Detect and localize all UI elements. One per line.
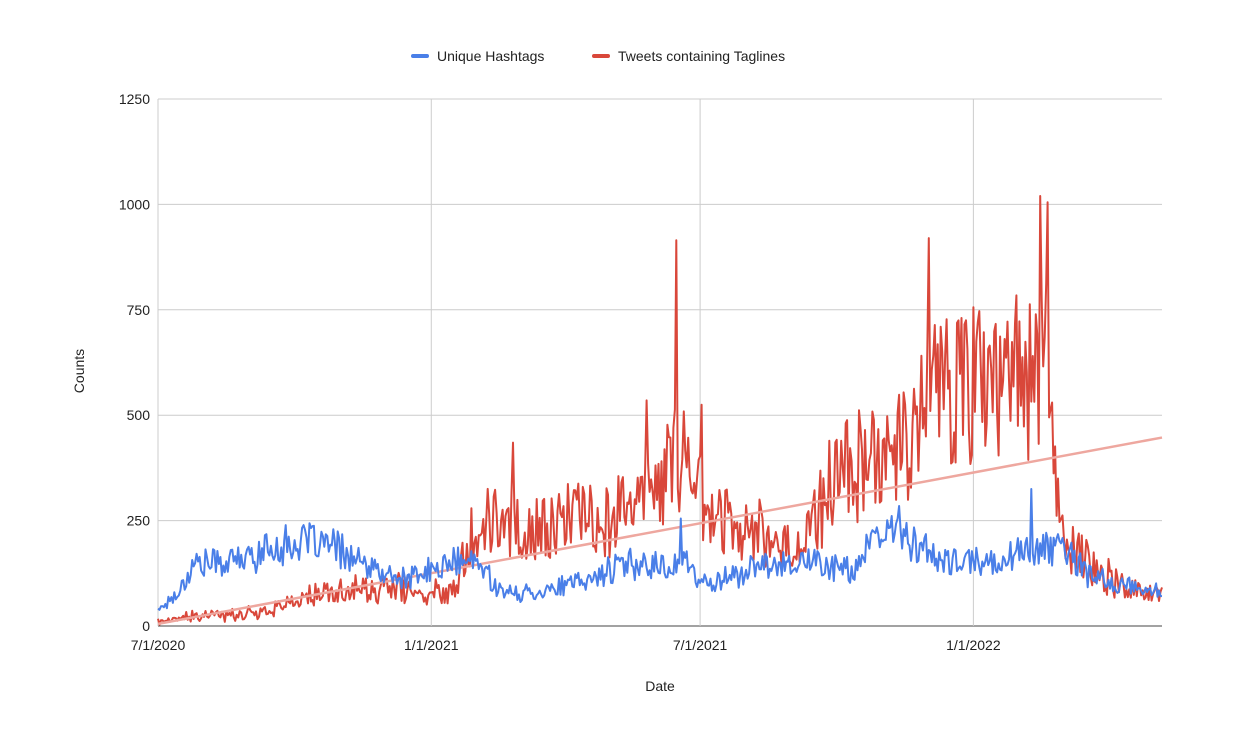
series-line-tweets-containing-taglines xyxy=(157,195,1163,626)
legend-swatch-unique-hashtags xyxy=(411,54,429,58)
series-line-unique-hashtags xyxy=(157,488,1163,611)
x-axis-title: Date xyxy=(645,678,675,694)
gridlines xyxy=(157,98,1162,627)
y-tick-label: 250 xyxy=(127,513,151,529)
trendline xyxy=(157,436,1163,626)
x-tick-label: 7/1/2020 xyxy=(131,637,186,653)
legend-label-tweets-containing-taglines: Tweets containing Taglines xyxy=(618,48,785,64)
y-tick-label: 1250 xyxy=(119,91,150,107)
x-tick-label: 1/1/2021 xyxy=(404,637,459,653)
legend: Unique Hashtags Tweets containing Taglin… xyxy=(411,48,785,64)
legend-label-unique-hashtags: Unique Hashtags xyxy=(437,48,544,64)
x-tick-label: 1/1/2022 xyxy=(946,637,1001,653)
y-tick-label: 1000 xyxy=(119,196,150,212)
x-axis-tick-labels: 7/1/2020 1/1/2021 7/1/2021 1/1/2022 xyxy=(131,637,1001,653)
y-axis-tick-labels: 0 250 500 750 1000 1250 xyxy=(119,91,150,634)
y-tick-label: 750 xyxy=(127,302,151,318)
legend-swatch-tweets-containing-taglines xyxy=(592,54,610,58)
y-tick-label: 0 xyxy=(142,618,150,634)
series-lines xyxy=(157,195,1163,626)
x-tick-label: 7/1/2021 xyxy=(673,637,728,653)
y-axis-title: Counts xyxy=(71,349,87,393)
y-tick-label: 500 xyxy=(127,407,151,423)
